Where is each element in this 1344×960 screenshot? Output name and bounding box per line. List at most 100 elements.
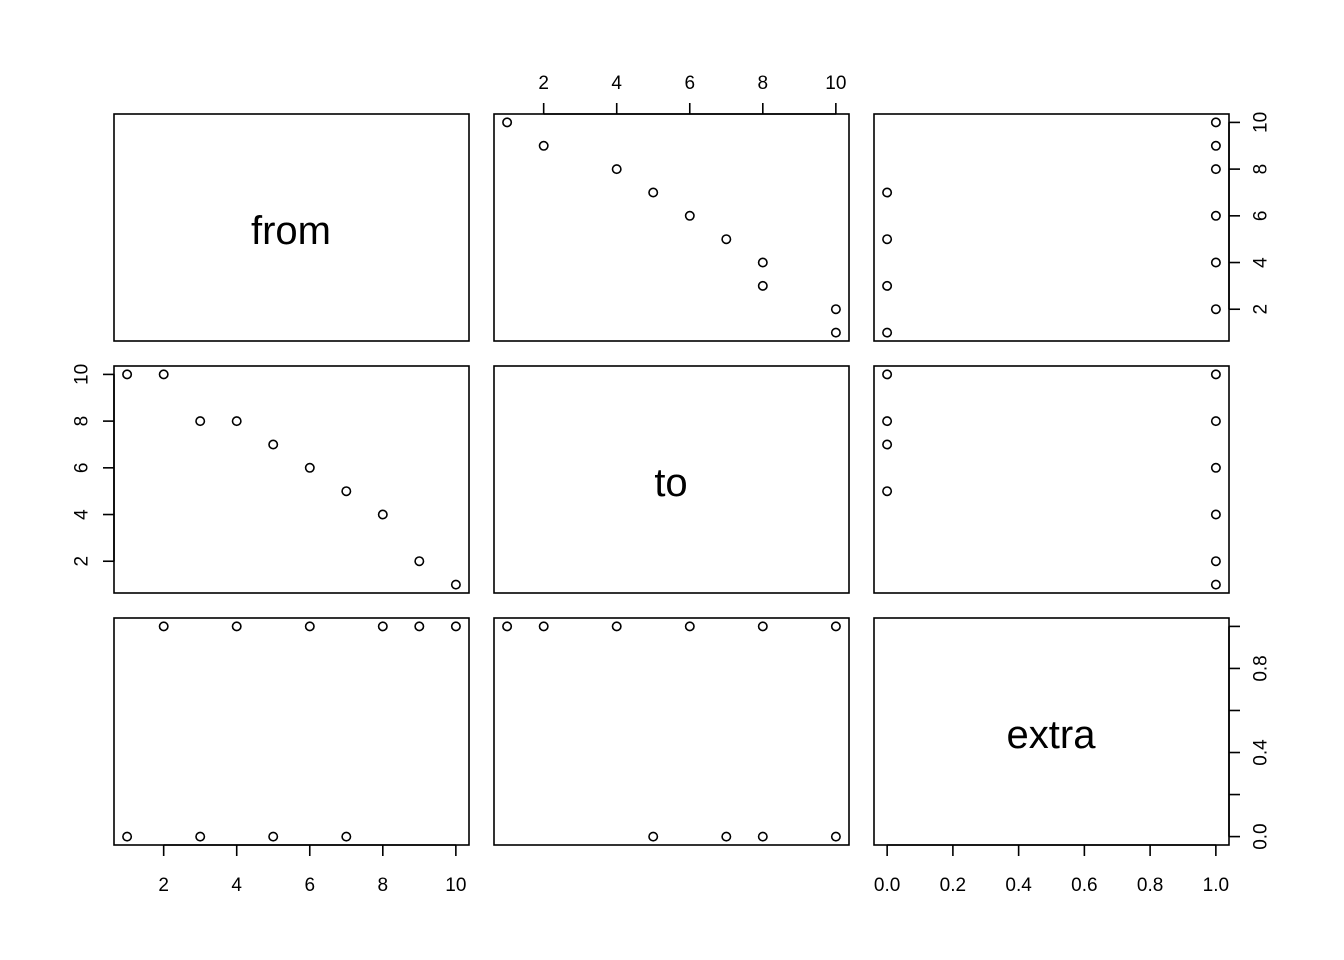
point-extra-vs-from-2 — [1210, 304, 1221, 315]
point-extra-vs-to-10 — [1210, 579, 1221, 590]
point-extra-vs-to-7 — [882, 486, 893, 497]
tick-label-left-to-1: 2 — [72, 556, 93, 567]
tick-label-right-from-3: 6 — [1251, 211, 1272, 222]
tick-label-right-extra-3: 0.4 — [1251, 739, 1272, 766]
point-from-vs-extra-7 — [341, 831, 352, 842]
tick-label-top-to-1: 2 — [538, 73, 549, 94]
point-to-vs-from-4 — [757, 257, 768, 268]
point-extra-vs-from-8 — [1210, 164, 1221, 175]
diagonal-label-from: from — [251, 209, 331, 253]
diagonal-label-to: to — [654, 461, 687, 505]
point-to-vs-extra-2 — [830, 621, 841, 632]
tick-label-top-to-4: 8 — [758, 73, 769, 94]
point-extra-vs-from-6 — [1210, 210, 1221, 221]
tick-label-top-to-3: 6 — [684, 73, 695, 94]
point-extra-vs-to-6 — [1210, 462, 1221, 473]
point-from-vs-to-6 — [304, 462, 315, 473]
point-from-vs-extra-1 — [122, 831, 133, 842]
point-extra-vs-to-4 — [1210, 416, 1221, 427]
tick-label-right-from-1: 2 — [1251, 304, 1272, 315]
tick-label-bottom-extra-4: 0.6 — [1071, 875, 1097, 896]
tick-label-bottom-extra-3: 0.4 — [1005, 875, 1032, 896]
point-extra-vs-from-3 — [882, 280, 893, 291]
point-to-vs-extra-3 — [757, 831, 768, 842]
tick-label-bottom-from-5: 10 — [445, 875, 466, 896]
tick-label-right-from-5: 10 — [1251, 112, 1272, 133]
tick-label-bottom-from-4: 8 — [378, 875, 389, 896]
point-from-vs-extra-6 — [304, 621, 315, 632]
point-from-vs-to-9 — [414, 556, 425, 567]
tick-label-bottom-extra-6: 1.0 — [1203, 875, 1229, 896]
point-to-vs-extra-7 — [648, 831, 659, 842]
tick-label-left-to-3: 6 — [72, 463, 93, 474]
panel-to-vs-to — [493, 365, 850, 594]
point-from-vs-to-3 — [195, 416, 206, 427]
diagonal-labels-layer: from to extra — [251, 209, 1096, 757]
point-from-vs-extra-9 — [414, 621, 425, 632]
panel-extra-vs-from — [113, 617, 470, 846]
point-extra-vs-to-1 — [882, 369, 893, 380]
point-extra-vs-from-9 — [1210, 140, 1221, 151]
point-extra-vs-from-4 — [1210, 257, 1221, 268]
tick-label-right-from-4: 8 — [1251, 164, 1272, 175]
axes-layer: 2 4 6 8 10 2 4 6 8 10 0.0 0.2 0.4 0.6 0.8 1.0 2 4 6 8 10 2 4 6 8… — [72, 73, 1272, 896]
tick-label-left-to-5: 10 — [72, 364, 93, 385]
tick-label-left-to-4: 8 — [72, 416, 93, 427]
point-from-vs-extra-2 — [158, 621, 169, 632]
point-to-vs-from-1 — [830, 327, 841, 338]
point-from-vs-to-4 — [231, 416, 242, 427]
point-extra-vs-from-1 — [882, 327, 893, 338]
panel-from-vs-extra — [873, 113, 1230, 342]
point-to-vs-extra-10 — [502, 621, 513, 632]
tick-label-right-extra-1: 0.0 — [1251, 823, 1272, 849]
point-to-vs-from-7 — [648, 187, 659, 198]
point-from-vs-extra-3 — [195, 831, 206, 842]
point-to-vs-from-8 — [611, 164, 622, 175]
tick-label-bottom-extra-2: 0.2 — [940, 875, 966, 896]
point-extra-vs-from-5 — [882, 234, 893, 245]
tick-label-bottom-extra-1: 0.0 — [874, 875, 900, 896]
point-to-vs-extra-6 — [684, 621, 695, 632]
point-from-vs-extra-4 — [231, 621, 242, 632]
panel-extra-vs-to — [493, 617, 850, 846]
tick-label-top-to-2: 4 — [611, 73, 622, 94]
point-to-vs-from-6 — [684, 210, 695, 221]
point-to-vs-from-5 — [721, 234, 732, 245]
tick-label-bottom-from-2: 4 — [231, 875, 242, 896]
point-to-vs-extra-8 — [611, 621, 622, 632]
point-extra-vs-from-10 — [1210, 117, 1221, 128]
point-to-vs-extra-4 — [757, 621, 768, 632]
point-from-vs-to-1 — [122, 369, 133, 380]
point-to-vs-from-9 — [538, 140, 549, 151]
panel-to-vs-extra — [873, 365, 1230, 594]
point-from-vs-to-10 — [450, 579, 461, 590]
point-extra-vs-to-5 — [882, 439, 893, 450]
tick-label-bottom-from-3: 6 — [304, 875, 315, 896]
point-to-vs-extra-9 — [538, 621, 549, 632]
tick-label-right-from-2: 4 — [1251, 257, 1272, 268]
tick-label-left-to-2: 4 — [72, 509, 93, 520]
point-from-vs-extra-10 — [450, 621, 461, 632]
point-from-vs-to-5 — [268, 439, 279, 450]
point-from-vs-extra-5 — [268, 831, 279, 842]
point-to-vs-from-3 — [757, 280, 768, 291]
point-to-vs-from-2 — [830, 304, 841, 315]
point-extra-vs-to-9 — [1210, 556, 1221, 567]
tick-label-right-extra-5: 0.8 — [1251, 655, 1272, 681]
point-from-vs-to-7 — [341, 486, 352, 497]
point-extra-vs-from-7 — [882, 187, 893, 198]
point-to-vs-extra-1 — [830, 831, 841, 842]
point-to-vs-from-10 — [502, 117, 513, 128]
point-extra-vs-to-2 — [1210, 369, 1221, 380]
tick-label-bottom-extra-5: 0.8 — [1137, 875, 1163, 896]
point-extra-vs-to-3 — [882, 416, 893, 427]
tick-label-bottom-from-1: 2 — [158, 875, 169, 896]
point-to-vs-extra-5 — [721, 831, 732, 842]
point-from-vs-extra-8 — [377, 621, 388, 632]
point-extra-vs-to-8 — [1210, 509, 1221, 520]
points-layer — [122, 117, 1221, 842]
panel-from-vs-from — [113, 113, 470, 342]
point-from-vs-to-8 — [377, 509, 388, 520]
tick-label-top-to-5: 10 — [825, 73, 846, 94]
